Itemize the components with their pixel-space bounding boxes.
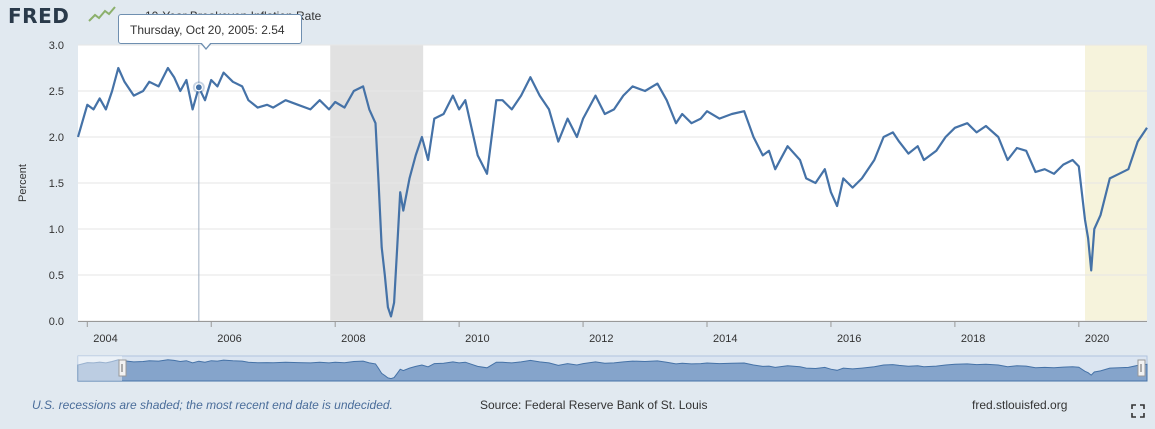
y-tick-label: 2.0 [49, 132, 64, 144]
series-layer [76, 66, 1148, 318]
y-tick-label: 3.0 [49, 40, 64, 52]
series-line [76, 66, 1148, 318]
y-tick-label: 1.5 [49, 178, 64, 190]
y-axis-ticks: 0.0 0.5 1.0 1.5 2.0 2.5 3.0 [49, 40, 64, 328]
range-navigator[interactable] [77, 355, 1148, 382]
y-axis-label: Percent [17, 164, 29, 202]
fullscreen-icon[interactable] [1131, 404, 1145, 418]
x-tick-label: 2012 [589, 333, 613, 345]
recession-note: U.S. recessions are shaded; the most rec… [32, 398, 393, 412]
x-tick-label: 2018 [961, 333, 985, 345]
y-tick-label: 1.0 [49, 224, 64, 236]
x-axis-ticks: 2004 2006 2008 2010 2012 2014 2016 2018 2020 [86, 321, 1109, 345]
trend-line-icon [88, 6, 116, 22]
x-tick-label: 2016 [837, 333, 861, 345]
navigator-mask [78, 356, 122, 381]
grid [78, 44, 1147, 322]
source-text: Source: Federal Reserve Bank of St. Loui… [480, 398, 708, 412]
hover-point [194, 83, 203, 92]
tooltip-date: Thursday, Oct 20, 2005: [130, 23, 258, 37]
data-tooltip: Thursday, Oct 20, 2005: 2.54 [118, 14, 302, 44]
hover-marker [192, 45, 205, 321]
x-tick-label: 2020 [1085, 333, 1109, 345]
tooltip-pointer-fill [201, 42, 211, 48]
x-tick-label: 2004 [93, 333, 117, 345]
site-link[interactable]: fred.stlouisfed.org [972, 398, 1068, 412]
tooltip-value: 2.54 [261, 23, 285, 37]
y-tick-label: 0.0 [49, 316, 64, 328]
fred-logo[interactable]: FRED [8, 4, 70, 28]
y-tick-label: 0.5 [49, 270, 64, 282]
x-tick-label: 2014 [713, 333, 737, 345]
x-tick-label: 2006 [217, 333, 241, 345]
y-tick-label: 2.5 [49, 86, 64, 98]
x-tick-label: 2008 [341, 333, 365, 345]
navigator-series [77, 359, 1148, 382]
x-tick-label: 2010 [465, 333, 489, 345]
